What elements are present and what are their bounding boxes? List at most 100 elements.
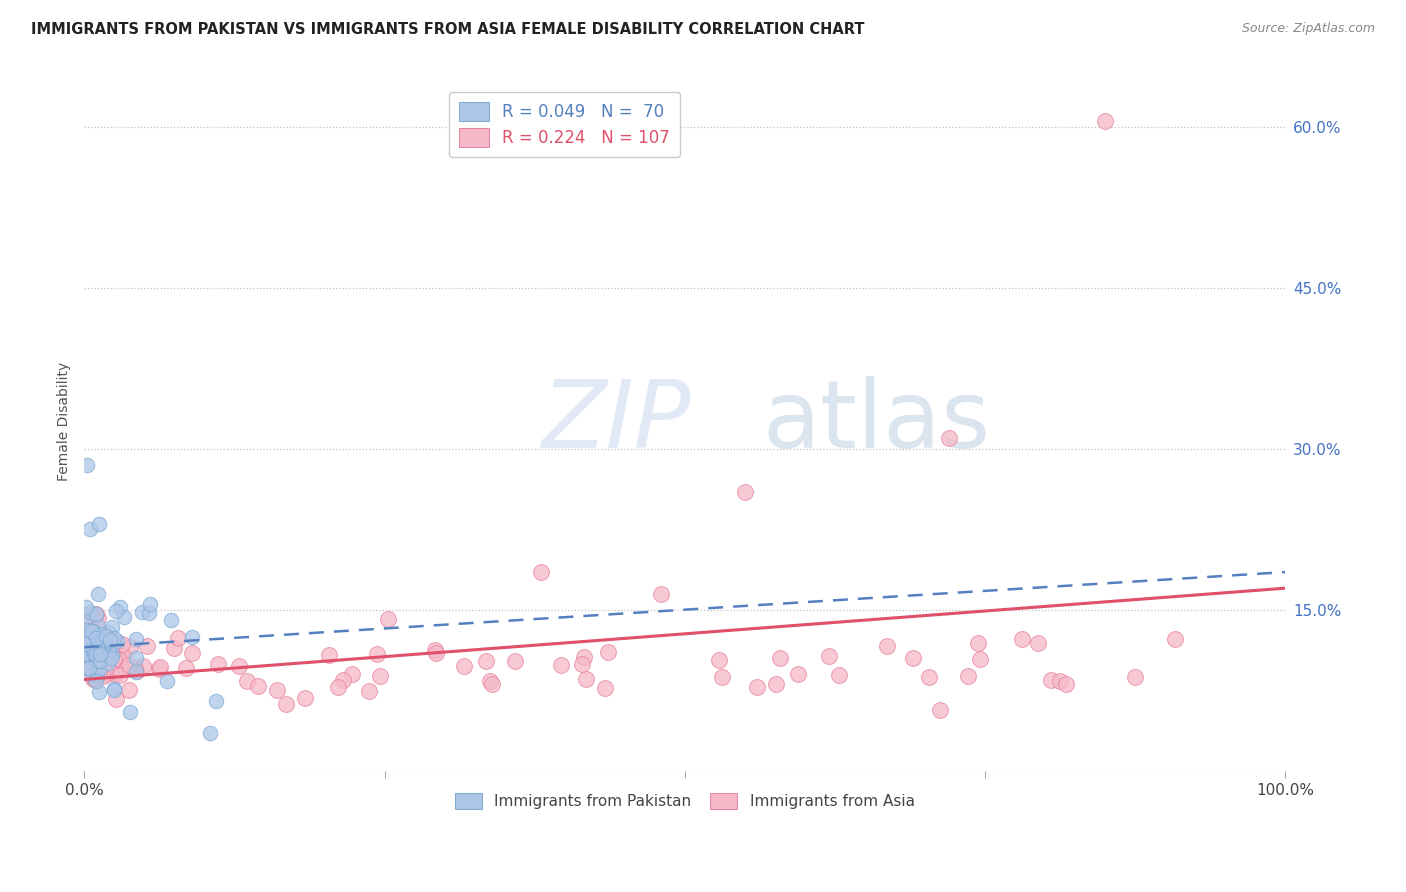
Point bbox=[423, 643, 446, 657]
Point bbox=[87, 654, 110, 668]
Point bbox=[318, 648, 340, 662]
Point bbox=[105, 634, 128, 648]
Legend: Immigrants from Pakistan, Immigrants from Asia: Immigrants from Pakistan, Immigrants fro… bbox=[449, 787, 921, 815]
Point bbox=[84, 607, 107, 621]
Point bbox=[596, 645, 619, 659]
Point bbox=[478, 673, 501, 688]
Point bbox=[574, 649, 596, 664]
Point bbox=[1125, 670, 1147, 684]
Point bbox=[228, 658, 250, 673]
Point bbox=[1164, 632, 1187, 646]
Point bbox=[75, 638, 97, 652]
Point bbox=[86, 651, 108, 665]
Point bbox=[1094, 114, 1116, 128]
Point bbox=[481, 676, 503, 690]
Point bbox=[76, 458, 98, 472]
Point bbox=[90, 645, 112, 659]
Point bbox=[86, 674, 108, 689]
Point bbox=[139, 597, 162, 611]
Point bbox=[91, 640, 114, 654]
Point bbox=[103, 632, 125, 646]
Point bbox=[876, 639, 898, 653]
Point bbox=[83, 648, 105, 662]
Point bbox=[156, 674, 179, 689]
Point bbox=[747, 680, 769, 694]
Point bbox=[366, 647, 388, 661]
Point bbox=[112, 609, 135, 624]
Point bbox=[294, 690, 316, 705]
Point bbox=[97, 642, 120, 657]
Point bbox=[1026, 635, 1049, 649]
Point bbox=[938, 431, 960, 445]
Point bbox=[89, 645, 111, 659]
Point bbox=[103, 652, 125, 666]
Point bbox=[84, 648, 107, 663]
Point bbox=[75, 622, 97, 636]
Point bbox=[83, 649, 105, 664]
Point bbox=[84, 631, 107, 645]
Point bbox=[571, 657, 593, 672]
Point bbox=[148, 662, 170, 676]
Point bbox=[98, 633, 121, 648]
Point bbox=[79, 605, 101, 619]
Point bbox=[80, 668, 103, 682]
Point bbox=[76, 660, 98, 674]
Point bbox=[166, 631, 188, 645]
Point bbox=[425, 646, 447, 660]
Point bbox=[765, 677, 787, 691]
Text: IMMIGRANTS FROM PAKISTAN VS IMMIGRANTS FROM ASIA FEMALE DISABILITY CORRELATION C: IMMIGRANTS FROM PAKISTAN VS IMMIGRANTS F… bbox=[31, 22, 865, 37]
Point bbox=[87, 666, 110, 681]
Point bbox=[93, 641, 115, 656]
Point bbox=[817, 648, 839, 663]
Point bbox=[84, 607, 107, 621]
Point bbox=[90, 628, 112, 642]
Point bbox=[104, 667, 127, 681]
Point bbox=[969, 652, 991, 666]
Point bbox=[107, 653, 129, 667]
Point bbox=[82, 624, 104, 639]
Point bbox=[87, 611, 110, 625]
Point bbox=[82, 610, 104, 624]
Point bbox=[200, 726, 222, 740]
Point bbox=[108, 667, 131, 681]
Point bbox=[91, 669, 114, 683]
Point bbox=[181, 646, 204, 660]
Point bbox=[124, 662, 146, 676]
Point bbox=[73, 636, 96, 650]
Point bbox=[118, 657, 141, 672]
Point bbox=[163, 641, 186, 656]
Point bbox=[75, 612, 97, 626]
Point bbox=[274, 698, 297, 712]
Point bbox=[79, 648, 101, 662]
Point bbox=[710, 670, 733, 684]
Point bbox=[918, 670, 941, 684]
Point bbox=[87, 516, 110, 531]
Point bbox=[86, 643, 108, 657]
Point bbox=[100, 651, 122, 665]
Point bbox=[94, 667, 117, 681]
Point bbox=[86, 640, 108, 655]
Point bbox=[266, 682, 288, 697]
Point bbox=[101, 642, 124, 657]
Point bbox=[101, 620, 124, 634]
Point bbox=[82, 659, 104, 673]
Point bbox=[131, 605, 153, 619]
Point bbox=[76, 623, 98, 637]
Point bbox=[83, 645, 105, 659]
Point bbox=[205, 694, 228, 708]
Point bbox=[550, 657, 572, 672]
Point bbox=[149, 660, 172, 674]
Point bbox=[709, 653, 731, 667]
Point bbox=[89, 654, 111, 668]
Point bbox=[80, 658, 103, 673]
Point bbox=[901, 651, 924, 665]
Point bbox=[453, 658, 475, 673]
Point bbox=[247, 679, 270, 693]
Point bbox=[342, 666, 364, 681]
Point bbox=[108, 600, 131, 615]
Point bbox=[332, 673, 354, 687]
Point bbox=[1011, 632, 1033, 646]
Point bbox=[73, 647, 96, 661]
Point bbox=[105, 692, 128, 706]
Point bbox=[91, 627, 114, 641]
